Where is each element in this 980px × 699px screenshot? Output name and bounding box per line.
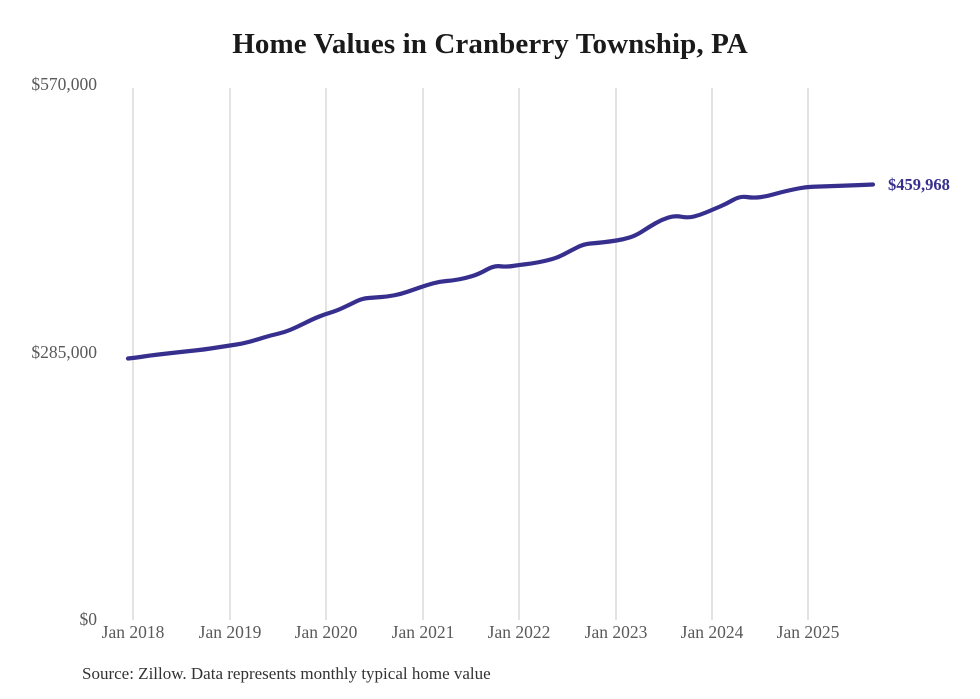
x-axis-tick-label: Jan 2022 <box>487 622 551 642</box>
y-axis-tick-label: $285,000 <box>31 341 97 362</box>
series-line-typical-home-value <box>125 182 876 361</box>
chart-title: Home Values in Cranberry Township, PA <box>232 28 748 60</box>
source-note: Source: Zillow. Data represents monthly … <box>82 664 491 683</box>
x-axis-tick-label: Jan 2025 <box>776 622 840 642</box>
gridlines-group <box>132 88 809 620</box>
x-axis-tick-label: Jan 2018 <box>101 622 165 642</box>
x-axis-tick-label: Jan 2023 <box>584 622 648 642</box>
x-axis-tick-label: Jan 2024 <box>680 622 744 642</box>
x-axis-tick-label: Jan 2019 <box>198 622 262 642</box>
y-axis-tick-label: $0 <box>79 609 98 629</box>
y-axis-tick-label: $570,000 <box>31 74 97 94</box>
x-axis-tick-label: Jan 2021 <box>391 622 455 642</box>
x-axis-tick-label: Jan 2020 <box>294 622 358 642</box>
end-value-annotation: $459,968 <box>888 174 950 194</box>
